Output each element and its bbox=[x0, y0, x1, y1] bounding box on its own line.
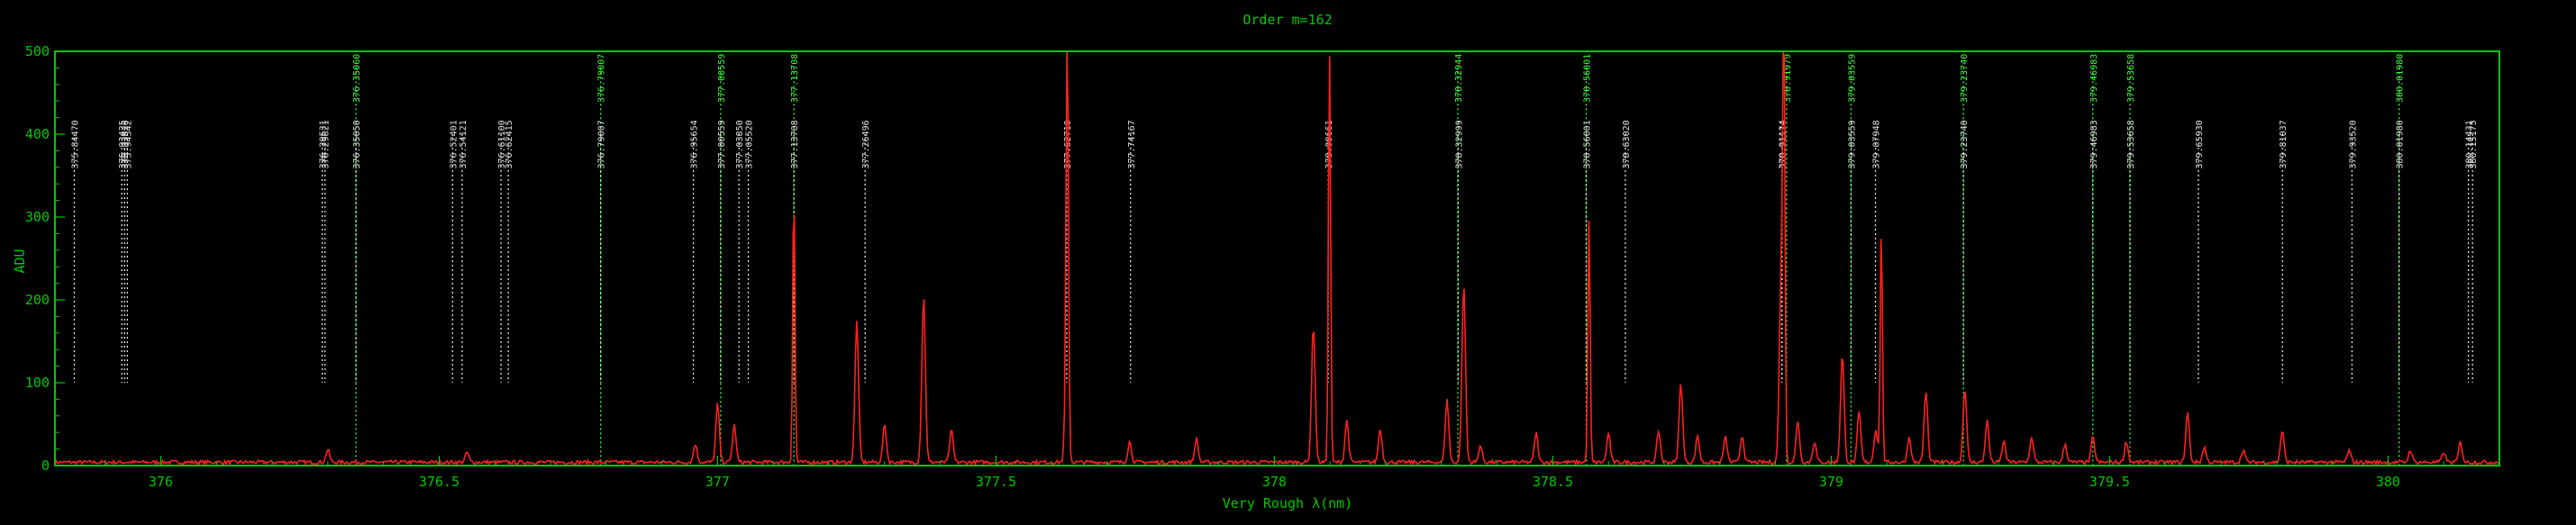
reference-line-label: 379.23740 bbox=[1960, 120, 1970, 168]
reference-line-label: 375.93826 bbox=[121, 120, 131, 168]
reference-line-label: 379.46983 bbox=[2089, 54, 2099, 103]
y-tick-label: 300 bbox=[25, 209, 50, 225]
reference-line-label: 379.03559 bbox=[1847, 120, 1857, 168]
reference-line-label: 376.35050 bbox=[352, 120, 362, 168]
reference-line-label: 377.13708 bbox=[790, 120, 800, 168]
spectrum-series-line bbox=[54, 50, 2500, 466]
reference-line-label: 376.52401 bbox=[449, 120, 459, 168]
reference-line-label: 376.79007 bbox=[597, 54, 607, 103]
reference-line-label: 377.13708 bbox=[790, 54, 800, 103]
reference-line-label: 379.93520 bbox=[2348, 120, 2358, 168]
reference-line-label: 379.23740 bbox=[1960, 54, 1970, 103]
y-tick-label: 200 bbox=[25, 292, 50, 308]
reference-line-label: 378.56001 bbox=[1582, 54, 1592, 103]
x-axis-ticks: 376 376.5 377 377.5 378 378.5 379 379.5 380 bbox=[105, 456, 2444, 490]
reference-line-label: 380.01980 bbox=[2396, 54, 2406, 103]
x-tick-label: 379.5 bbox=[2089, 474, 2130, 490]
x-tick-label: 379 bbox=[1819, 474, 1843, 490]
reference-line-label: 376.79007 bbox=[597, 120, 607, 168]
reference-line-label: 375.94342 bbox=[123, 120, 133, 168]
x-tick-label: 378.5 bbox=[1533, 474, 1573, 490]
reference-line-label: 376.95654 bbox=[690, 120, 700, 168]
chart-title: Order m=162 bbox=[1242, 12, 1332, 28]
plot-frame bbox=[54, 50, 2500, 466]
y-axis-label: ADU bbox=[12, 249, 28, 273]
reference-line-label: 380.15175 bbox=[2469, 120, 2479, 168]
reference-line-label: 376.29531 bbox=[319, 120, 329, 168]
reference-line-label: 376.62415 bbox=[505, 120, 514, 168]
reference-line-label: 379.53658 bbox=[2126, 54, 2136, 103]
x-tick-label: 377 bbox=[705, 474, 730, 490]
x-tick-label: 376.5 bbox=[419, 474, 460, 490]
reference-line-label: 379.03559 bbox=[1847, 54, 1857, 103]
reference-line-label: 376.61100 bbox=[497, 120, 507, 168]
reference-line-label: 376.29821 bbox=[322, 120, 332, 168]
x-tick-label: 376 bbox=[149, 474, 173, 490]
reference-line-label: 377.00559 bbox=[717, 54, 727, 103]
y-axis-ticks: 0 100 200 300 400 500 bbox=[25, 43, 65, 474]
reference-line-label: 380.01980 bbox=[2396, 120, 2406, 168]
y-tick-label: 100 bbox=[25, 375, 50, 391]
reference-line-label: 378.91174 bbox=[1779, 120, 1789, 168]
reference-line-label: 378.56001 bbox=[1582, 120, 1592, 168]
reference-line-label: 375.93425 bbox=[118, 120, 128, 168]
reference-line-label: 376.35060 bbox=[352, 54, 362, 103]
reference-line-label: 377.05520 bbox=[745, 120, 755, 168]
reference-line-label: 378.32944 bbox=[1454, 54, 1464, 103]
x-axis-label: Very Rough λ(nm) bbox=[1223, 495, 1353, 511]
y-tick-label: 500 bbox=[25, 43, 50, 59]
reference-line-label: 378.91979 bbox=[1783, 54, 1793, 103]
reference-line-label: 377.03850 bbox=[735, 120, 745, 168]
reference-line-label: 377.00559 bbox=[717, 120, 727, 168]
x-tick-label: 380 bbox=[2376, 474, 2400, 490]
y-tick-label: 0 bbox=[41, 457, 50, 474]
reference-line-label: 376.54121 bbox=[459, 120, 469, 168]
x-tick-label: 378 bbox=[1262, 474, 1287, 490]
x-tick-label: 377.5 bbox=[976, 474, 1016, 490]
reference-line-label: 379.07948 bbox=[1872, 120, 1882, 168]
reference-line-label: 379.46983 bbox=[2089, 120, 2099, 168]
reference-line-label: 375.84470 bbox=[70, 120, 80, 168]
reference-line-label: 378.32999 bbox=[1454, 120, 1464, 168]
reference-line-label: 377.26496 bbox=[861, 120, 871, 168]
reference-line-label: 379.81037 bbox=[2279, 120, 2289, 168]
reference-line-label: 380.14431 bbox=[2465, 120, 2475, 168]
reference-line-label: 377.74167 bbox=[1127, 120, 1137, 168]
y-tick-label: 400 bbox=[25, 126, 50, 142]
reference-line-label: 378.63020 bbox=[1622, 120, 1632, 168]
reference-line-label: 379.53658 bbox=[2126, 120, 2136, 168]
reference-line-label: 379.65930 bbox=[2195, 120, 2205, 168]
